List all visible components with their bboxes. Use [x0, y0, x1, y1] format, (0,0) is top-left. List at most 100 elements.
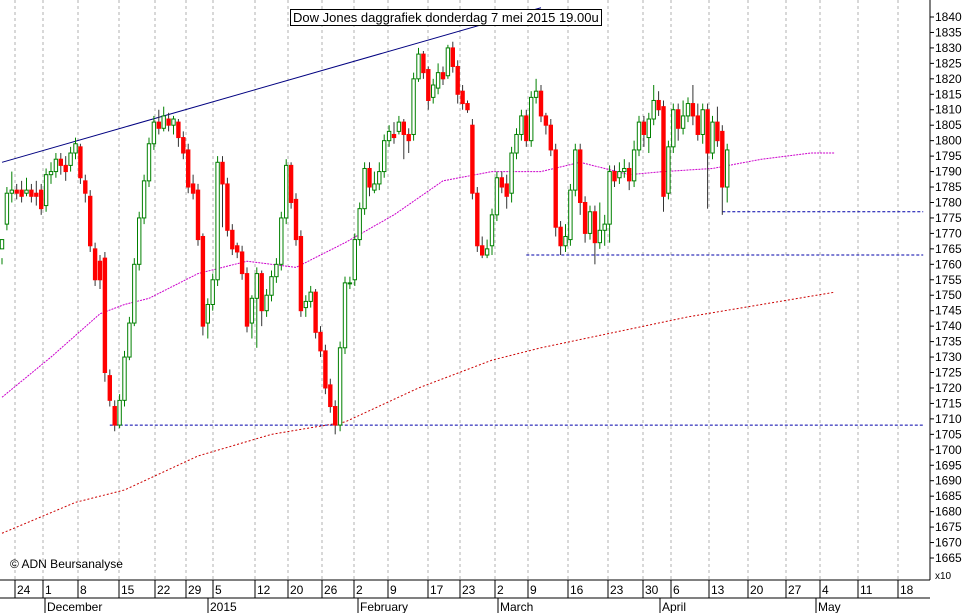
candle-78 — [382, 134, 387, 178]
y-tick-label-1770: 1770 — [935, 226, 962, 240]
candle-body-29 — [141, 180, 147, 219]
y-tick-label-1815: 1815 — [935, 87, 962, 101]
candle-body-43 — [210, 279, 215, 306]
candle-134 — [656, 91, 661, 116]
candle-body-27 — [132, 263, 137, 324]
candle-18 — [88, 190, 93, 252]
candle-108 — [529, 91, 534, 147]
candle-body-75 — [367, 167, 372, 188]
candle-14 — [68, 146, 73, 172]
candle-body-80 — [391, 133, 397, 139]
candle-123 — [602, 214, 607, 246]
candle-body-125 — [612, 171, 617, 182]
candle-body-78 — [382, 140, 387, 173]
candle-16 — [78, 143, 83, 184]
y-tick-label-1800: 1800 — [935, 134, 962, 148]
candle-65 — [318, 326, 323, 358]
candle-body-57 — [279, 217, 284, 265]
candle-body-74 — [362, 167, 367, 210]
candle-body-137 — [671, 109, 676, 148]
candle-82 — [401, 119, 407, 160]
candle-body-72 — [352, 239, 358, 281]
candle-54 — [264, 289, 269, 317]
candle-67 — [328, 378, 333, 413]
candle-79 — [386, 125, 392, 147]
candle-body-145 — [710, 121, 715, 154]
candle-body-127 — [622, 167, 627, 173]
candle-106 — [519, 109, 524, 141]
candle-body-112 — [548, 124, 553, 151]
candle-body-93 — [455, 65, 460, 95]
candle-85 — [416, 47, 421, 82]
candle-28 — [137, 211, 142, 271]
candle-body-20 — [97, 260, 103, 281]
x-day-label-10: 2 — [356, 583, 363, 597]
y-tick-label-1665: 1665 — [935, 551, 962, 565]
candle-body-8 — [39, 189, 44, 210]
candle-117 — [573, 143, 578, 197]
candle-3 — [14, 183, 19, 200]
candle-body-148 — [725, 149, 730, 188]
candle-body-70 — [342, 282, 348, 349]
x-month-label-5: May — [818, 600, 841, 613]
candle-88 — [431, 78, 436, 104]
candle-12 — [58, 153, 63, 175]
candle-body-49 — [239, 251, 245, 275]
candle-95 — [465, 100, 470, 113]
candle-11 — [53, 153, 59, 178]
candle-body-144 — [705, 109, 710, 154]
candle-137 — [671, 103, 676, 154]
candle-body-128 — [627, 167, 632, 182]
candle-body-35 — [171, 118, 176, 126]
candle-body-138 — [676, 109, 681, 129]
candle-131 — [641, 115, 647, 147]
candle-body-26 — [127, 322, 132, 358]
candle-41 — [200, 233, 206, 336]
candle-body-63 — [308, 291, 313, 302]
y-tick-label-1760: 1760 — [935, 257, 962, 271]
candle-body-58 — [284, 164, 289, 219]
candle-body-129 — [631, 149, 637, 182]
candle-68 — [333, 400, 338, 435]
moving-average-short — [1, 152, 835, 398]
candle-63 — [308, 285, 313, 308]
candle-body-9 — [43, 174, 49, 207]
candle-129 — [631, 140, 637, 188]
candle-132 — [646, 112, 651, 154]
y-tick-label-1830: 1830 — [935, 41, 962, 55]
candle-81 — [396, 115, 402, 135]
y-tick-label-1755: 1755 — [935, 273, 962, 287]
candle-97 — [475, 187, 480, 252]
candle-body-123 — [602, 223, 607, 231]
candle-body-82 — [401, 121, 407, 135]
candle-body-79 — [386, 130, 392, 142]
copyright-notice: © ADN Beursanalyse — [10, 557, 123, 571]
candle-24 — [117, 394, 122, 429]
candle-72 — [352, 233, 358, 286]
candle-2 — [9, 171, 15, 203]
y-tick-label-1720: 1720 — [935, 381, 962, 395]
candle-body-110 — [538, 90, 544, 117]
candle-body-76 — [372, 183, 377, 191]
candle-body-134 — [656, 99, 661, 111]
candle-body-14 — [68, 152, 73, 166]
ma-short-line — [1, 152, 835, 398]
candle-112 — [548, 119, 553, 157]
candle-0 — [0, 239, 5, 265]
x-day-label-4: 22 — [157, 583, 171, 597]
candle-91 — [445, 44, 451, 79]
x-day-label-21: 20 — [750, 583, 764, 597]
candle-47 — [230, 224, 235, 256]
candle-body-115 — [563, 235, 568, 247]
candle-115 — [563, 224, 568, 252]
candle-body-30 — [146, 143, 152, 182]
y-tick-label-1795: 1795 — [935, 149, 962, 163]
candle-body-98 — [480, 245, 485, 256]
y-tick-label-1810: 1810 — [935, 103, 962, 117]
candle-36 — [176, 119, 181, 147]
candle-105 — [514, 128, 519, 160]
candle-7 — [34, 180, 39, 206]
candle-body-62 — [303, 300, 309, 309]
candle-52 — [254, 267, 260, 348]
candle-127 — [622, 159, 627, 178]
